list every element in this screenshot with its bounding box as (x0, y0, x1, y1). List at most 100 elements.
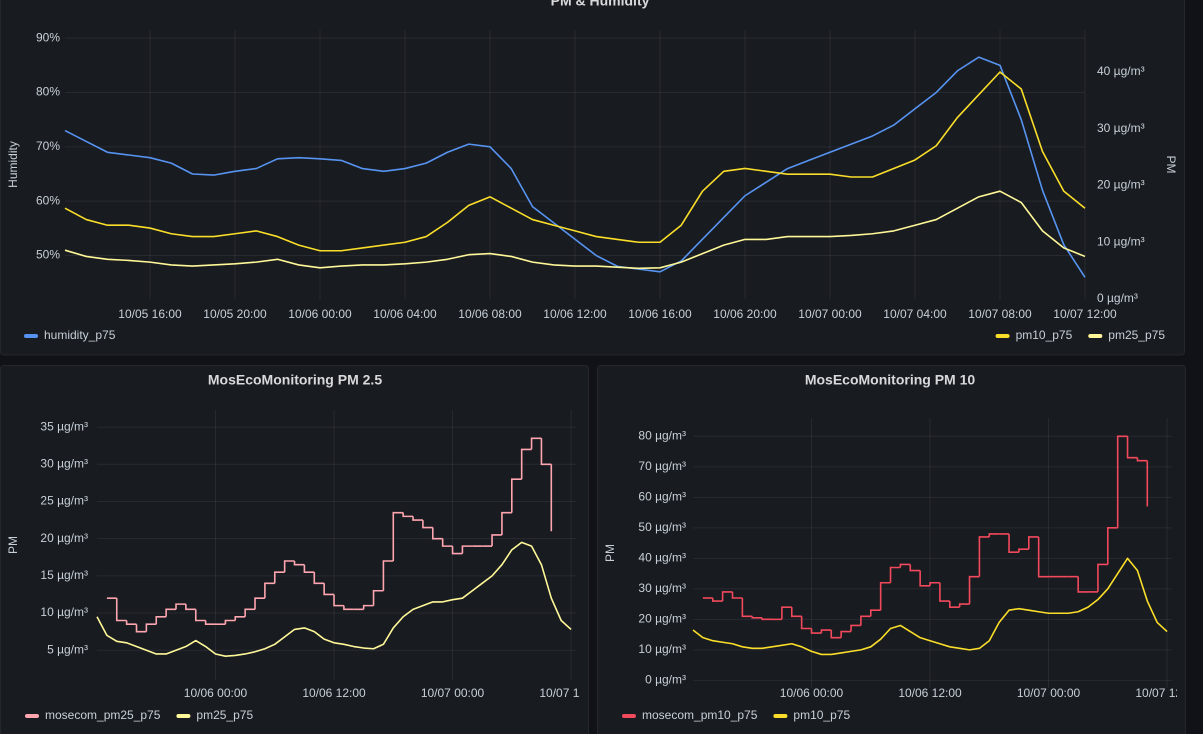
step-segment (948, 601, 960, 608)
chart-title: PM & Humidity (551, 0, 650, 9)
step-segment (840, 630, 852, 638)
step-segment (899, 563, 911, 568)
step-segment (501, 511, 512, 535)
step-segment (491, 534, 502, 547)
step-segment (958, 603, 970, 608)
step-segment (1116, 435, 1128, 528)
x-tick-label: 10/06 08:00 (458, 307, 522, 321)
step-segment (362, 604, 374, 610)
step-segment (204, 620, 216, 626)
step-segment (850, 624, 861, 632)
step-segment (909, 564, 921, 572)
y-tick-label: 80% (36, 85, 60, 99)
x-tick-label: 10/05 16:00 (118, 307, 182, 321)
y-tick-label: 50 µg/m³ (638, 520, 686, 534)
legend-swatch (773, 714, 788, 718)
line (64, 190, 1086, 270)
panel (597, 365, 1186, 734)
y-tick-label: 10 µg/m³ (638, 642, 686, 656)
step-segment (303, 564, 315, 573)
legend-swatch (622, 714, 636, 718)
x-tick-label: 10/07 12:00 (1135, 686, 1199, 700)
chart-title: MosEcoMonitoring PM 10 (805, 372, 976, 388)
step-segment (879, 581, 891, 611)
legend-swatch (25, 714, 39, 718)
step-segment (830, 630, 842, 639)
step-segment (145, 623, 157, 632)
legend-swatch (176, 714, 191, 718)
step-segment (820, 629, 832, 634)
step-segment (115, 598, 127, 622)
line (96, 541, 572, 657)
y-tick-label: 0 µg/m³ (645, 673, 686, 687)
y-axis-label: PM (6, 536, 20, 554)
step-segment (165, 608, 177, 617)
step-segment (185, 604, 196, 611)
x-tick-label: 10/07 12:00 (1053, 307, 1117, 321)
step-segment (125, 620, 137, 626)
step-segment (382, 560, 394, 591)
step-segment (372, 589, 384, 606)
step-segment (264, 582, 275, 599)
x-tick-label: 10/06 12:00 (302, 686, 366, 700)
x-tick-label: 10/06 04:00 (373, 307, 437, 321)
x-tick-label: 10/07 04:00 (883, 307, 947, 321)
step-segment (540, 438, 552, 466)
step-segment (978, 536, 990, 577)
step-segment (313, 572, 325, 585)
legend-label: mosecom_pm25_p75 (45, 708, 161, 722)
x-tick-label: 10/05 20:00 (203, 307, 267, 321)
line (692, 557, 1168, 656)
chart-panel: MosEcoMonitoring PM 10 0 µg/m³ 10 µg/m³ 20 … (603, 372, 1199, 722)
legend-label: pm10_p75 (1016, 328, 1073, 342)
y-tick-label: 5 µg/m³ (47, 642, 88, 656)
x-tick-label: 10/06 12:00 (898, 686, 962, 700)
x-tick-label: 10/07 00:00 (421, 686, 485, 700)
x-tick-label: 10/07 00:00 (1017, 686, 1081, 700)
step-segment (392, 511, 404, 561)
y-tick-label: 60 µg/m³ (638, 489, 686, 503)
legend-label: humidity_p75 (44, 328, 116, 342)
y2-axis-label: PM (1164, 156, 1178, 174)
step-segment (1037, 536, 1049, 578)
y2-tick-label: 30 µg/m³ (1097, 121, 1145, 135)
step-segment (800, 616, 812, 630)
y-tick-label: 30 µg/m³ (638, 581, 686, 595)
y-tick-label: 60% (36, 193, 60, 207)
step-segment (461, 545, 473, 554)
step-segment (761, 617, 773, 621)
step-segment (451, 546, 463, 555)
step-segment (194, 609, 206, 622)
step-segment (244, 608, 256, 617)
step-segment (402, 512, 414, 518)
step-segment (422, 520, 433, 529)
y-tick-label: 10 µg/m³ (40, 605, 88, 619)
step-segment (135, 624, 147, 633)
step-segment (293, 560, 305, 566)
step-segment (790, 607, 802, 618)
y-axis-label: PM (603, 544, 617, 562)
step-segment (254, 597, 265, 610)
y-tick-label: 90% (36, 30, 60, 44)
step-segment (441, 538, 453, 547)
step-segment (412, 516, 423, 521)
step-segment (1018, 548, 1029, 553)
x-tick-label: 10/07 08:00 (968, 307, 1032, 321)
y-tick-label: 50% (36, 248, 60, 262)
x-tick-label: 10/06 00:00 (288, 307, 352, 321)
y-tick-label: 25 µg/m³ (40, 494, 88, 508)
step-segment (751, 616, 763, 619)
step-segment (1097, 563, 1108, 592)
step-segment (988, 533, 1000, 537)
step-segment (889, 566, 901, 583)
y-tick-label: 30 µg/m³ (40, 456, 88, 470)
step-segment (175, 603, 186, 610)
y-tick-label: 70 µg/m³ (638, 459, 686, 473)
panel (0, 0, 1185, 356)
chart-title: MosEcoMonitoring PM 2.5 (208, 372, 382, 388)
chart-panel: PM & Humidity 50% 60% 70% 80% 90% 0 µg/m³ 10 µg… (6, 0, 1178, 342)
step-segment (1126, 436, 1138, 459)
y2-tick-label: 20 µg/m³ (1097, 178, 1145, 192)
panel (0, 365, 589, 734)
